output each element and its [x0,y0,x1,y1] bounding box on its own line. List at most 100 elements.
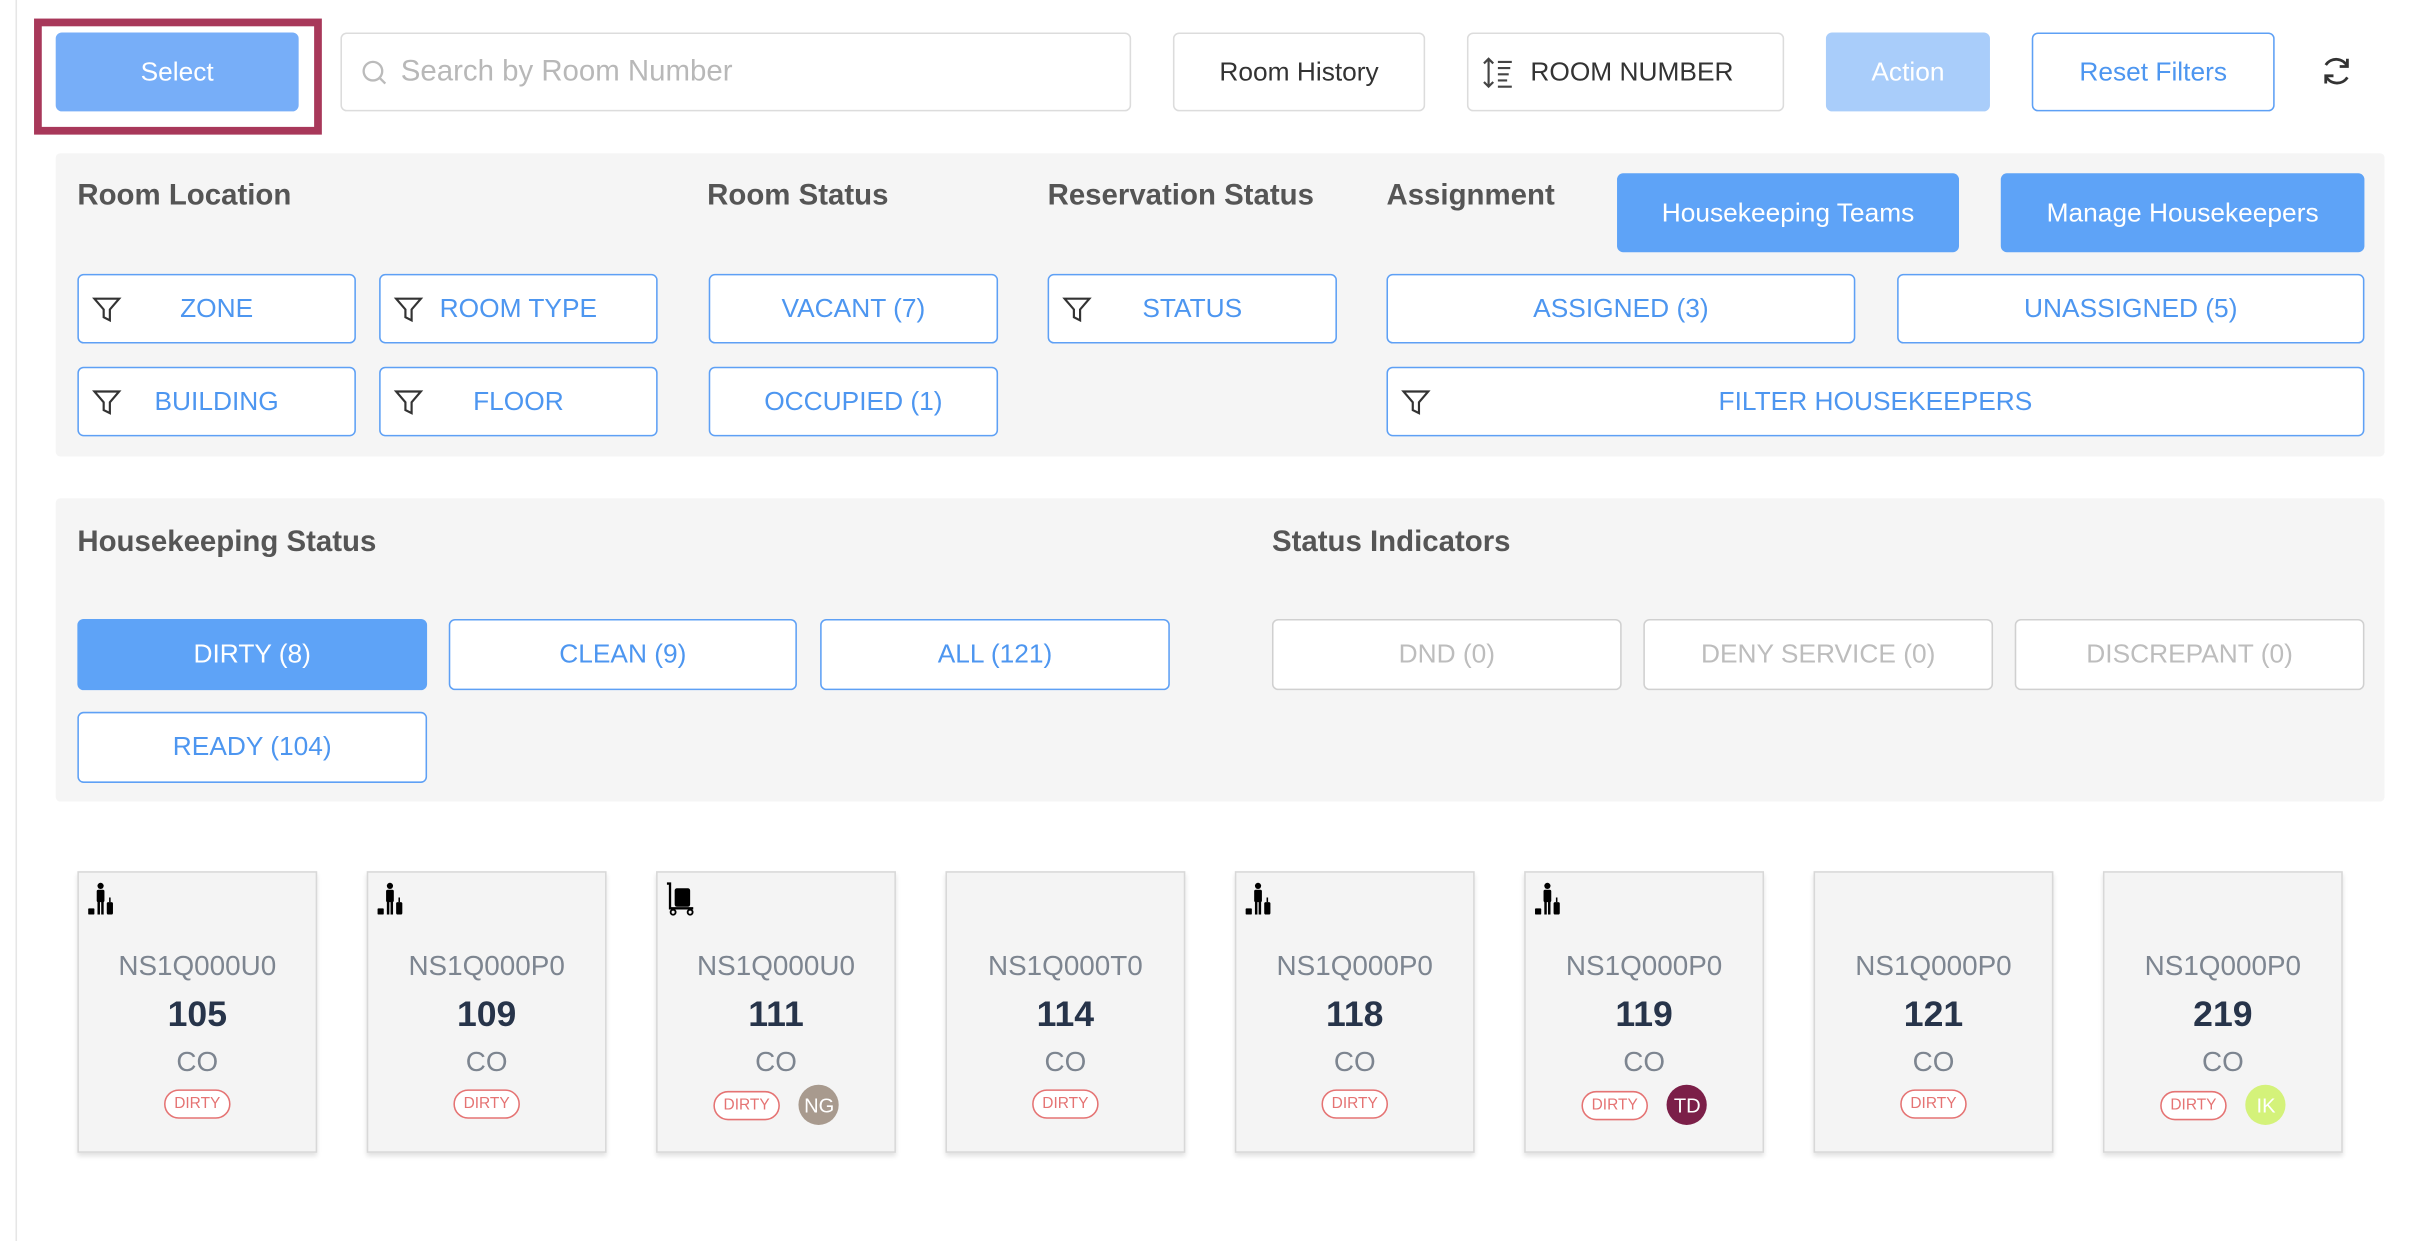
room-card[interactable]: NS1Q000U0 111 CO DIRTY NG [656,871,896,1153]
dirty-badge: DIRTY [1031,1089,1100,1119]
room-card[interactable]: NS1Q000U0 105 CO DIRTY [77,871,318,1153]
filter-icon [393,389,424,415]
room-status: CO [1333,1046,1376,1077]
floor-label: FLOOR [473,386,564,416]
sort-icon [1483,56,1512,88]
filter-icon [1062,296,1092,322]
room-code: NS1Q000T0 [987,950,1143,982]
building-label: BUILDING [154,386,279,416]
manage-housekeepers-button[interactable]: Manage Housekeepers [2000,173,2365,253]
action-button[interactable]: Action [1825,32,1990,112]
room-code: NS1Q000P0 [2144,950,2302,982]
room-code: NS1Q000P0 [1565,950,1723,982]
room-code: NS1Q000P0 [1276,950,1433,982]
unassigned-button[interactable]: UNASSIGNED (5) [1897,273,2365,344]
filter-housekeepers-label: FILTER HOUSEKEEPERS [1718,386,2033,416]
dirty-badge: DIRTY [1320,1089,1389,1119]
guest-luggage-icon [1533,882,1564,916]
assignee-avatar: TD [1667,1084,1708,1125]
select-button[interactable]: Select [55,32,299,112]
room-location-heading: Room Location [77,179,292,212]
room-card[interactable]: NS1Q000P0 118 CO DIRTY [1234,871,1475,1153]
highlight-box [34,18,322,135]
reservation-status-filter-button[interactable]: STATUS [1047,273,1337,344]
room-status: CO [1912,1046,1955,1077]
housekeeping-status-heading: Housekeeping Status [77,526,377,559]
assignment-heading: Assignment [1386,179,1555,212]
filter-icon [92,296,122,322]
all-tab[interactable]: ALL (121) [820,618,1170,691]
reset-filters-button[interactable]: Reset Filters [2031,32,2275,112]
assignee-avatar: NG [799,1084,840,1125]
room-code: NS1Q000P0 [1855,950,2012,982]
vacant-button[interactable]: VACANT (7) [708,273,999,344]
discrepant-button[interactable]: DISCREPANT (0) [2014,618,2365,691]
dirty-tab[interactable]: DIRTY (8) [77,618,428,691]
luggage-cart-icon [665,882,696,916]
ready-tab[interactable]: READY (104) [77,711,428,783]
assignee-avatar: IK [2245,1084,2287,1125]
room-card[interactable]: NS1Q000T0 114 CO DIRTY [945,871,1186,1153]
badges: DIRTY [79,1089,316,1119]
assigned-button[interactable]: ASSIGNED (3) [1386,273,1856,344]
room-number: 121 [1903,993,1964,1034]
occupied-button[interactable]: OCCUPIED (1) [708,366,999,437]
status-label: STATUS [1142,293,1243,323]
dirty-badge: DIRTY [1899,1089,1968,1119]
badges: DIRTY [947,1089,1184,1119]
room-card[interactable]: NS1Q000P0 219 CO DIRTY IK [2102,871,2343,1153]
search-icon [362,59,387,84]
room-code: NS1Q000P0 [408,950,565,982]
room-card[interactable]: NS1Q000P0 119 CO DIRTY TD [1524,871,1765,1153]
room-status: CO [1044,1046,1087,1077]
filter-icon [92,389,122,415]
room-status: CO [2201,1046,2244,1077]
guest-luggage-icon [1244,882,1275,916]
badges: DIRTY [1236,1089,1473,1119]
refresh-icon[interactable] [2318,53,2355,90]
room-history-button[interactable]: Room History [1172,32,1426,112]
dirty-badge: DIRTY [2159,1090,2228,1120]
room-number: 114 [1036,993,1095,1034]
guest-luggage-icon [87,882,118,916]
room-status-heading: Room Status [707,179,889,212]
filter-housekeepers-button[interactable]: FILTER HOUSEKEEPERS [1386,366,2365,437]
dirty-badge: DIRTY [712,1090,781,1120]
room-number: 118 [1326,993,1384,1034]
room-type-label: ROOM TYPE [439,293,598,323]
dnd-button[interactable]: DND (0) [1271,618,1622,691]
room-number: 111 [748,993,804,1034]
room-number: 105 [167,993,227,1034]
deny-service-button[interactable]: DENY SERVICE (0) [1643,618,1994,691]
badges: DIRTY TD [1526,1084,1763,1125]
sort-room-number-button[interactable]: ROOM NUMBER [1466,32,1785,112]
badges: DIRTY NG [658,1084,895,1125]
room-number: 109 [456,993,517,1034]
building-filter-button[interactable]: BUILDING [77,366,356,437]
search-input[interactable]: Search by Room Number [340,32,1132,112]
room-code: NS1Q000U0 [118,950,277,982]
badges: DIRTY [1815,1089,2052,1119]
room-card[interactable]: NS1Q000P0 109 CO DIRTY [366,871,607,1153]
room-status: CO [176,1046,219,1077]
filter-icon [1401,389,1431,415]
floor-filter-button[interactable]: FLOOR [379,366,658,437]
zone-filter-button[interactable]: ZONE [77,273,356,344]
room-status: CO [465,1046,508,1077]
room-number: 219 [2193,993,2253,1034]
sort-label: ROOM NUMBER [1530,56,1734,86]
room-status: CO [755,1046,797,1077]
room-card[interactable]: NS1Q000P0 121 CO DIRTY [1813,871,2054,1153]
room-type-filter-button[interactable]: ROOM TYPE [379,273,658,344]
housekeeping-panel [55,498,2385,802]
room-code: NS1Q000U0 [697,950,855,982]
search-placeholder: Search by Room Number [400,54,733,88]
housekeeping-teams-button[interactable]: Housekeeping Teams [1617,173,1960,253]
clean-tab[interactable]: CLEAN (9) [448,618,797,691]
status-indicators-heading: Status Indicators [1271,526,1511,559]
reservation-status-heading: Reservation Status [1047,179,1314,212]
badges: DIRTY IK [2104,1084,2341,1125]
guest-luggage-icon [376,882,407,916]
zone-label: ZONE [180,293,254,323]
dirty-badge: DIRTY [452,1089,521,1119]
